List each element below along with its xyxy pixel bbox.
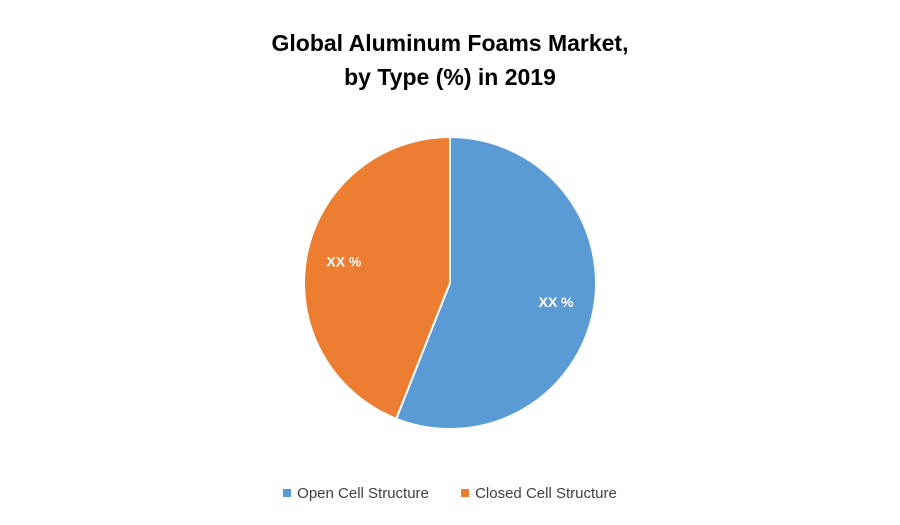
legend-label-closed-cell: Closed Cell Structure bbox=[475, 484, 617, 502]
pie-slice-0 bbox=[394, 135, 597, 430]
legend-label-open-cell: Open Cell Structure bbox=[297, 484, 429, 502]
chart-legend: Open Cell Structure Closed Cell Structur… bbox=[0, 484, 900, 502]
pie-slice-1 bbox=[303, 135, 451, 421]
pie-slice-label-1: XX % bbox=[326, 253, 362, 269]
legend-item-open-cell: Open Cell Structure bbox=[283, 485, 429, 502]
legend-swatch-closed-cell bbox=[461, 489, 470, 497]
pie-slice-label-0: XX % bbox=[539, 294, 575, 310]
legend-swatch-open-cell bbox=[283, 489, 292, 497]
legend-item-closed-cell: Closed Cell Structure bbox=[461, 485, 617, 502]
chart-title-line-1: Global Aluminum Foams Market, bbox=[271, 30, 629, 56]
chart-title-line-2: by Type (%) in 2019 bbox=[344, 64, 556, 90]
